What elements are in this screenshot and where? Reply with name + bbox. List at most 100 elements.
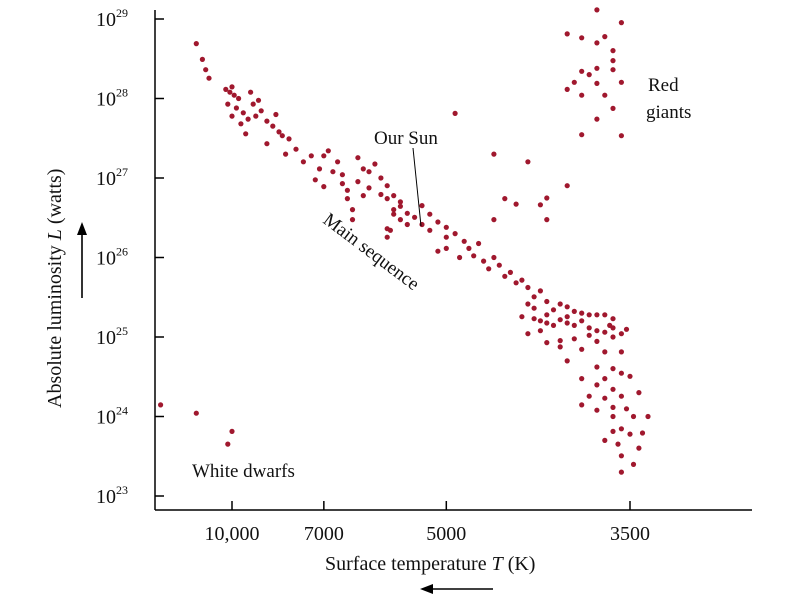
- star-point: [607, 322, 613, 328]
- star-point: [404, 221, 410, 228]
- star-point: [300, 159, 306, 165]
- y-tick-base: 10: [96, 89, 116, 111]
- star-point: [384, 234, 390, 240]
- star-point: [452, 110, 458, 116]
- data-points: [158, 7, 651, 475]
- star-point: [610, 366, 616, 372]
- star-point: [639, 430, 646, 436]
- star-point: [579, 376, 585, 382]
- star-point: [594, 338, 600, 344]
- star-point: [502, 273, 508, 279]
- star-point: [513, 201, 519, 207]
- star-point: [627, 373, 633, 379]
- star-point: [550, 307, 557, 313]
- y-tick-exponent: 26: [116, 245, 128, 259]
- star-point: [372, 161, 378, 167]
- star-point: [366, 185, 372, 191]
- star-point: [293, 146, 299, 152]
- star-point: [636, 390, 642, 396]
- star-point: [519, 277, 525, 283]
- star-point: [273, 111, 279, 118]
- star-point: [594, 7, 600, 13]
- star-point: [610, 334, 616, 340]
- star-point: [623, 406, 630, 412]
- star-point: [571, 79, 577, 85]
- star-point: [229, 84, 235, 90]
- star-point: [229, 428, 235, 434]
- star-point: [193, 410, 199, 416]
- star-point: [618, 393, 625, 399]
- star-point: [610, 67, 616, 73]
- star-point: [199, 56, 205, 63]
- star-point: [610, 316, 616, 322]
- star-point: [321, 153, 327, 159]
- star-point: [586, 332, 592, 338]
- y-tick-exponent: 27: [116, 165, 128, 179]
- star-point: [618, 133, 625, 139]
- star-point: [491, 151, 497, 157]
- y-tick-exponent: 24: [116, 404, 128, 418]
- star-point: [240, 110, 246, 116]
- star-point: [238, 121, 244, 127]
- star-point: [630, 413, 637, 420]
- star-point: [344, 187, 350, 193]
- star-point: [579, 310, 585, 316]
- star-point: [330, 169, 336, 175]
- star-point: [276, 129, 282, 135]
- star-point: [618, 79, 625, 85]
- y-tick-label: 1024: [96, 404, 128, 429]
- star-point: [255, 97, 262, 103]
- star-point: [286, 136, 292, 142]
- star-point: [466, 245, 472, 251]
- star-point: [229, 113, 235, 119]
- star-point: [610, 105, 616, 111]
- star-point: [491, 217, 497, 223]
- star-point: [557, 344, 563, 350]
- star-point: [594, 116, 600, 122]
- star-point: [618, 20, 625, 26]
- sun-pointer-line: [412, 147, 422, 227]
- star-point: [618, 370, 625, 376]
- x-axis-arrow-icon: [420, 584, 493, 594]
- star-point: [321, 184, 327, 190]
- annotation-red-giants-line1: Red: [648, 75, 679, 96]
- star-point: [602, 34, 608, 40]
- star-point: [602, 329, 608, 335]
- star-point: [594, 364, 600, 370]
- star-point: [391, 207, 397, 213]
- star-point: [610, 404, 616, 410]
- star-point: [339, 172, 345, 178]
- star-point: [544, 195, 550, 201]
- star-point: [531, 294, 537, 300]
- star-point: [630, 461, 637, 467]
- star-point: [355, 179, 361, 185]
- star-point: [564, 358, 570, 364]
- star-point: [602, 437, 608, 443]
- star-point: [223, 86, 229, 92]
- star-point: [594, 328, 600, 334]
- star-point: [571, 336, 577, 342]
- star-point: [610, 48, 616, 54]
- x-tick-label: 10,000: [205, 523, 260, 545]
- star-point: [250, 101, 256, 107]
- star-point: [579, 68, 585, 74]
- x-axis-title-suffix: (K): [503, 553, 536, 575]
- y-tick-base: 10: [96, 9, 116, 31]
- star-point: [525, 301, 531, 307]
- star-point: [602, 349, 608, 355]
- star-point: [537, 202, 544, 208]
- star-point: [481, 258, 487, 264]
- star-point: [564, 86, 570, 92]
- star-point: [476, 240, 482, 247]
- star-point: [227, 89, 233, 95]
- star-point: [384, 183, 390, 189]
- star-point: [519, 314, 525, 320]
- star-point: [618, 426, 625, 432]
- star-point: [427, 227, 433, 233]
- annotation-red-giants-line2: giants: [646, 102, 691, 123]
- star-point: [193, 41, 199, 47]
- star-point: [427, 211, 433, 217]
- y-axis-title: Absolute luminosity L (watts): [44, 169, 66, 408]
